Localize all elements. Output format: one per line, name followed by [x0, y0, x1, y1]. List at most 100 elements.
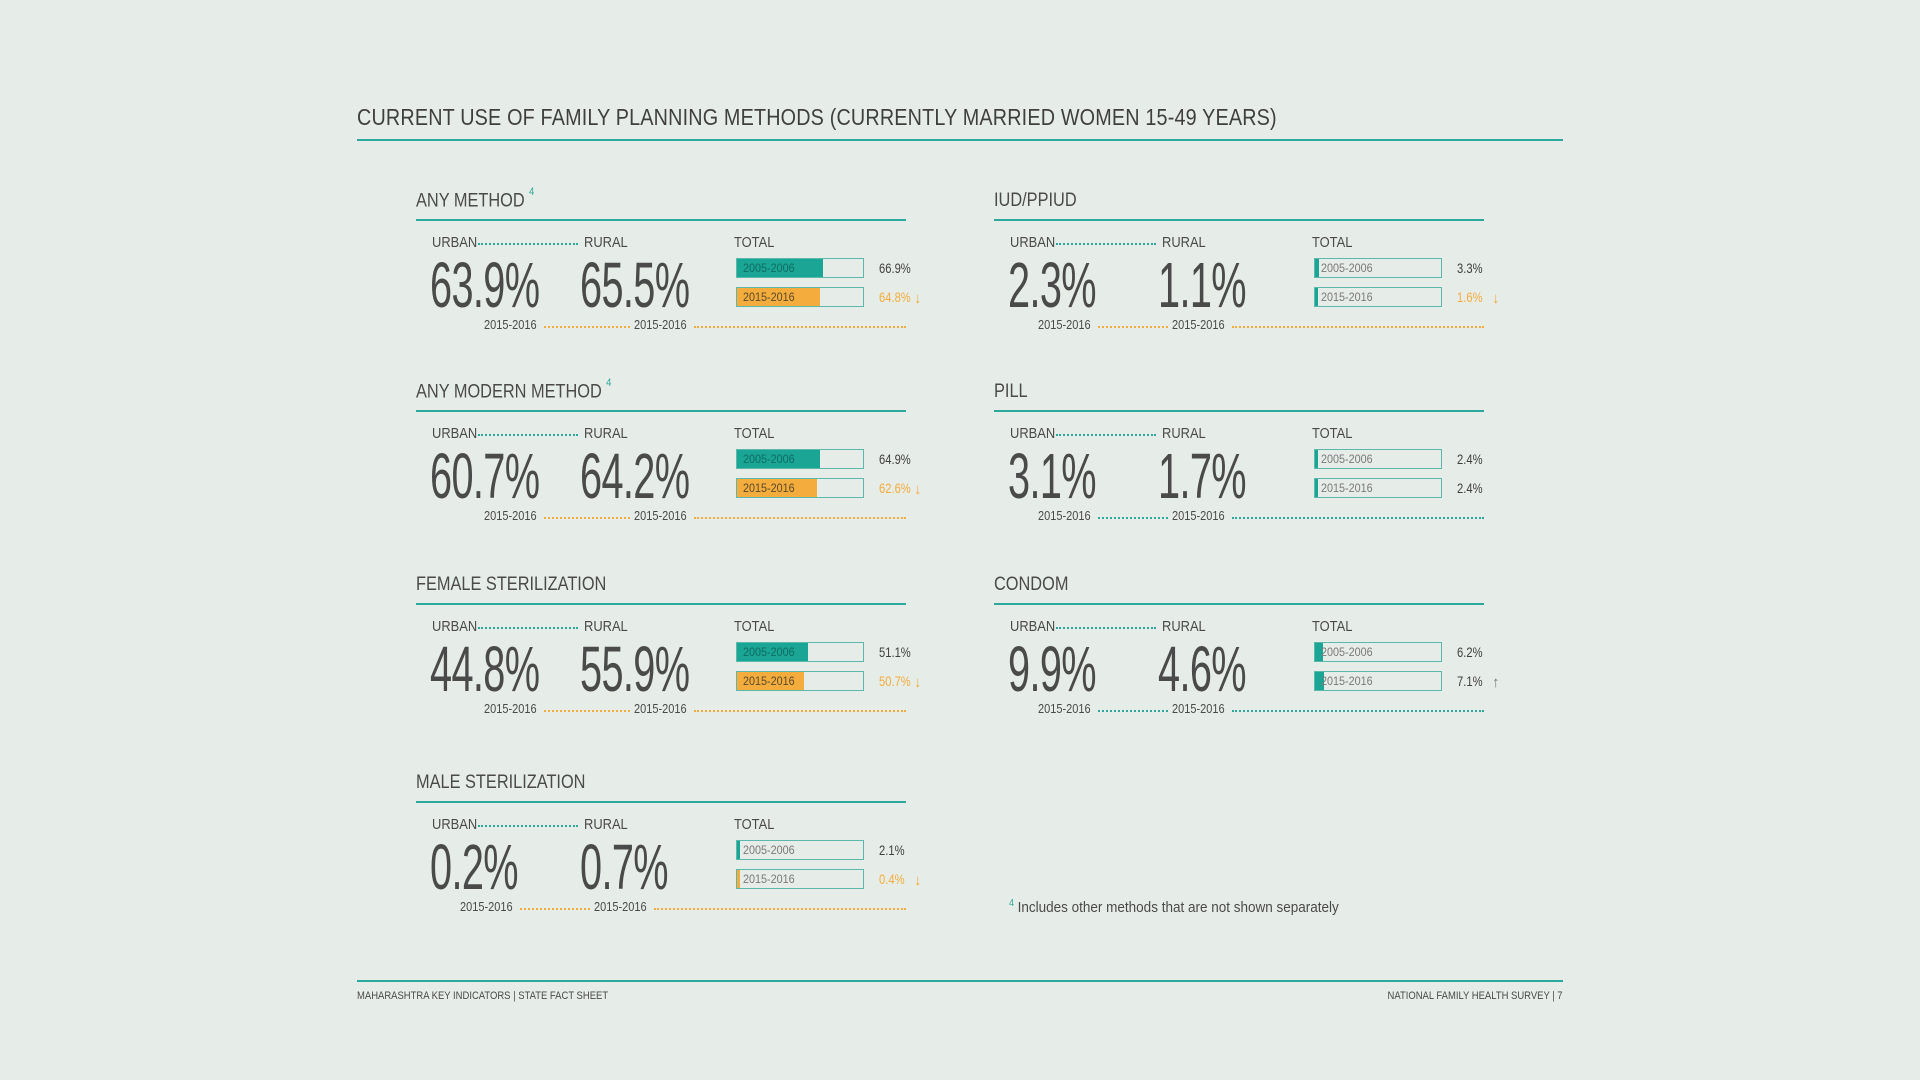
total-value-2005: 6.2% [1457, 644, 1483, 660]
bar-fill [1315, 259, 1319, 277]
card-title: ANY METHOD 4 [416, 186, 534, 212]
bar-fill [737, 643, 808, 661]
urban-leader-line [1056, 434, 1156, 436]
total-value-2015: 64.8% [879, 289, 911, 305]
baseline-dots [1232, 326, 1484, 328]
down-arrow-icon: ↓ [914, 674, 922, 691]
urban-year: 2015-2016 [1038, 509, 1091, 523]
urban-year: 2015-2016 [484, 702, 537, 716]
down-arrow-icon: ↓ [1492, 290, 1500, 307]
total-value-2005: 64.9% [879, 451, 911, 467]
rural-year: 2015-2016 [634, 318, 687, 332]
bar-fill [737, 479, 817, 497]
rural-year: 2015-2016 [1172, 318, 1225, 332]
baseline-dots [654, 908, 906, 910]
bar-year-label: 2015-2016 [743, 674, 795, 688]
baseline-dots [694, 326, 906, 328]
total-bar-2005: 2005-2006 [736, 840, 864, 860]
urban-year: 2015-2016 [460, 900, 513, 914]
total-value-2005: 66.9% [879, 260, 911, 276]
card-title: PILL [994, 381, 1028, 403]
rural-year: 2015-2016 [1172, 509, 1225, 523]
urban-value: 3.1% [1008, 440, 1097, 512]
rural-label: RURAL [1162, 425, 1206, 442]
card-title-text: MALE STERILIZATION [416, 772, 586, 793]
total-bar-2005: 2005-2006 [1314, 642, 1442, 662]
urban-year: 2015-2016 [1038, 318, 1091, 332]
footnote-text: Includes other methods that are not show… [1017, 899, 1339, 916]
card-rule [994, 219, 1484, 221]
total-label: TOTAL [734, 234, 775, 251]
urban-year: 2015-2016 [484, 318, 537, 332]
indicator-card: PILL URBAN RURAL TOTAL 3.1% 1.7% 2015-2016 2015… [994, 381, 1514, 541]
bar-year-label: 2005-2006 [743, 452, 795, 466]
urban-label: URBAN [432, 618, 478, 635]
card-title-text: PILL [994, 381, 1028, 402]
bar-fill [737, 450, 820, 468]
total-bar-2015: 2015-2016 [1314, 478, 1442, 498]
bar-year-label: 2015-2016 [1321, 290, 1373, 304]
footer-rule [357, 980, 1563, 982]
rural-label: RURAL [584, 816, 628, 833]
total-bar-2015: 2015-2016 [736, 287, 864, 307]
urban-year: 2015-2016 [1038, 702, 1091, 716]
card-title-text: IUD/PPIUD [994, 190, 1077, 211]
indicator-card: MALE STERILIZATION URBAN RURAL TOTAL 0.2% 0.7… [416, 772, 936, 932]
rural-label: RURAL [1162, 234, 1206, 251]
card-rule [994, 603, 1484, 605]
total-value-2015: 7.1% [1457, 673, 1483, 689]
total-bar-2005: 2005-2006 [736, 258, 864, 278]
baseline-dots [544, 517, 630, 519]
card-title-text: FEMALE STERILIZATION [416, 574, 607, 595]
bar-fill [1315, 643, 1323, 661]
total-label: TOTAL [1312, 234, 1353, 251]
total-bar-2015: 2015-2016 [736, 869, 864, 889]
card-title: MALE STERILIZATION [416, 772, 585, 794]
card-rule [416, 410, 906, 412]
rural-label: RURAL [584, 234, 628, 251]
indicator-card: ANY METHOD 4 URBAN RURAL TOTAL 63.9% 65.5% 2015… [416, 186, 936, 350]
rural-value: 64.2% [580, 440, 690, 512]
footer-left: MAHARASHTRA KEY INDICATORS | STATE FACT … [357, 990, 609, 1002]
footnote-marker: 4 [606, 377, 612, 389]
bar-year-label: 2015-2016 [743, 481, 795, 495]
total-value-2015: 62.6% [879, 480, 911, 496]
urban-label: URBAN [432, 234, 478, 251]
urban-label: URBAN [1010, 618, 1056, 635]
rural-value: 65.5% [580, 249, 690, 321]
baseline-dots [694, 710, 906, 712]
down-arrow-icon: ↓ [914, 481, 922, 498]
rural-year: 2015-2016 [594, 900, 647, 914]
bar-fill [737, 841, 740, 859]
total-value-2005: 3.3% [1457, 260, 1483, 276]
total-label: TOTAL [734, 618, 775, 635]
bar-fill [737, 259, 823, 277]
footer-right: NATIONAL FAMILY HEALTH SURVEY | 7 [1387, 990, 1563, 1002]
card-rule [994, 410, 1484, 412]
bar-year-label: 2005-2006 [743, 843, 795, 857]
bar-fill [1315, 479, 1318, 497]
bar-year-label: 2015-2016 [1321, 481, 1373, 495]
total-label: TOTAL [1312, 618, 1353, 635]
urban-value: 63.9% [430, 249, 540, 321]
total-bar-2005: 2005-2006 [736, 642, 864, 662]
bar-fill [737, 870, 740, 888]
urban-value: 9.9% [1008, 633, 1097, 705]
total-value-2015: 2.4% [1457, 480, 1483, 496]
total-value-2005: 2.1% [879, 842, 905, 858]
total-label: TOTAL [734, 816, 775, 833]
bar-year-label: 2005-2006 [1321, 452, 1373, 466]
total-value-2005: 2.4% [1457, 451, 1483, 467]
urban-leader-line [478, 243, 578, 245]
indicator-card: FEMALE STERILIZATION URBAN RURAL TOTAL 44.8%… [416, 574, 936, 734]
indicator-card: ANY MODERN METHOD 4 URBAN RURAL TOTAL 60.7% 64… [416, 377, 936, 541]
bar-fill [737, 672, 804, 690]
baseline-dots [520, 908, 590, 910]
rural-value: 4.6% [1158, 633, 1247, 705]
baseline-dots [1098, 326, 1168, 328]
urban-label: URBAN [1010, 234, 1056, 251]
footnote: 4 Includes other methods that are not sho… [1009, 898, 1339, 916]
down-arrow-icon: ↓ [914, 290, 922, 307]
bar-year-label: 2005-2006 [743, 261, 795, 275]
urban-value: 2.3% [1008, 249, 1097, 321]
